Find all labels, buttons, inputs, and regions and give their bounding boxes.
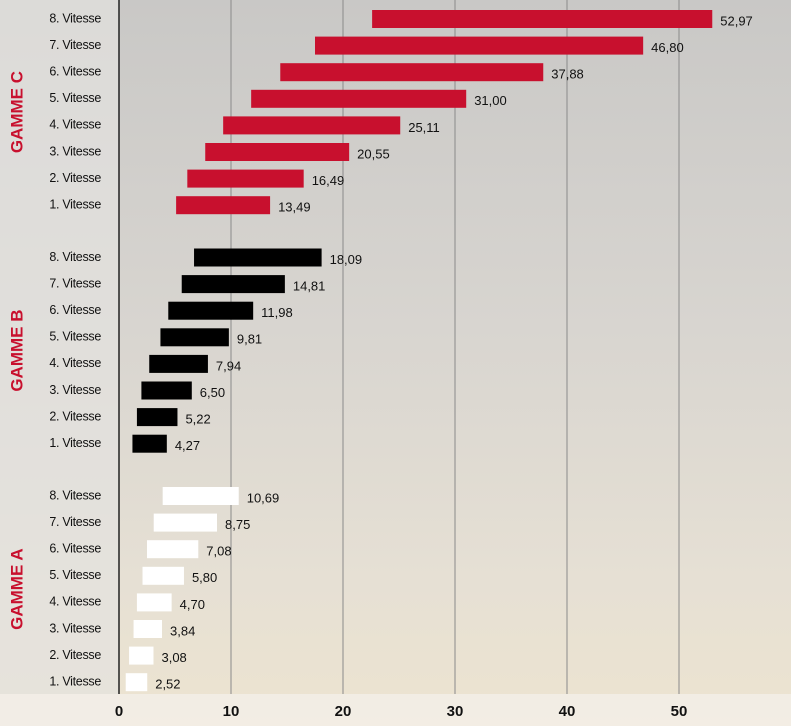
y-tick-label: 7. Vitesse [49, 38, 101, 52]
group-label: GAMME B [7, 310, 26, 392]
y-tick-label: 4. Vitesse [49, 118, 101, 132]
bar [133, 620, 163, 638]
y-tick-label: 3. Vitesse [49, 144, 101, 158]
bar [129, 646, 154, 665]
bar [372, 10, 713, 28]
value-label: 3,84 [170, 623, 195, 638]
value-label: 46,80 [651, 40, 684, 55]
bar [153, 513, 217, 532]
x-tick-label: 40 [559, 703, 576, 720]
bar [149, 354, 208, 373]
x-tick-label: 0 [115, 703, 123, 720]
value-label: 14,81 [293, 279, 326, 294]
y-tick-label: 5. Vitesse [49, 330, 101, 344]
bar [194, 248, 322, 267]
y-tick-label: 2. Vitesse [49, 171, 101, 185]
y-tick-label: 3. Vitesse [49, 621, 101, 635]
bar [142, 566, 184, 585]
bar [141, 381, 192, 400]
bar [181, 275, 285, 294]
x-tick-label: 50 [671, 703, 688, 720]
bar [315, 36, 644, 55]
y-tick-label: 6. Vitesse [49, 541, 101, 555]
bar [160, 328, 229, 347]
bar [136, 593, 172, 612]
y-tick-label: 8. Vitesse [49, 250, 101, 264]
bar [147, 540, 199, 559]
value-label: 6,50 [200, 385, 225, 400]
value-label: 4,70 [180, 597, 205, 612]
bar [162, 487, 239, 505]
y-tick-label: 6. Vitesse [49, 303, 101, 317]
group-label: GAMME C [7, 71, 26, 153]
y-tick-label: 7. Vitesse [49, 515, 101, 529]
bar [136, 408, 178, 427]
bar [223, 116, 401, 135]
x-tick-label: 30 [447, 703, 464, 720]
value-label: 5,80 [192, 570, 217, 585]
value-label: 20,55 [357, 146, 390, 161]
value-label: 31,00 [474, 93, 507, 108]
y-tick-label: 2. Vitesse [49, 648, 101, 662]
value-label: 52,97 [720, 13, 753, 28]
bar [125, 673, 148, 692]
bar [205, 143, 350, 161]
value-label: 11,98 [261, 305, 293, 320]
value-label: 9,81 [237, 332, 262, 347]
bar [132, 434, 167, 453]
label-panel [0, 0, 119, 726]
x-tick-label: 10 [223, 703, 240, 720]
value-label: 25,11 [408, 120, 440, 135]
y-tick-label: 8. Vitesse [49, 11, 101, 25]
bar [187, 169, 304, 188]
y-tick-label: 7. Vitesse [49, 276, 101, 290]
value-label: 16,49 [312, 173, 345, 188]
y-tick-label: 5. Vitesse [49, 568, 101, 582]
axis-panel [0, 694, 791, 726]
value-label: 3,08 [161, 650, 186, 665]
y-tick-label: 2. Vitesse [49, 409, 101, 423]
value-label: 18,09 [330, 252, 363, 267]
value-label: 8,75 [225, 517, 250, 532]
value-label: 13,49 [278, 200, 311, 215]
bar [251, 89, 467, 108]
bar [176, 196, 271, 215]
y-tick-label: 1. Vitesse [49, 197, 101, 211]
bar [280, 63, 544, 82]
value-label: 2,52 [155, 677, 180, 692]
y-tick-label: 8. Vitesse [49, 488, 101, 502]
y-tick-label: 5. Vitesse [49, 91, 101, 105]
y-tick-label: 6. Vitesse [49, 64, 101, 78]
value-label: 7,08 [206, 544, 231, 559]
y-tick-label: 4. Vitesse [49, 356, 101, 370]
y-tick-label: 3. Vitesse [49, 383, 101, 397]
value-label: 4,27 [175, 438, 200, 453]
x-tick-label: 20 [335, 703, 352, 720]
y-tick-label: 1. Vitesse [49, 674, 101, 688]
y-tick-label: 1. Vitesse [49, 436, 101, 450]
y-tick-label: 4. Vitesse [49, 595, 101, 609]
value-label: 5,22 [185, 412, 210, 427]
bar [168, 301, 254, 320]
value-label: 37,88 [551, 67, 584, 82]
group-label: GAMME A [7, 548, 26, 630]
value-label: 7,94 [216, 358, 241, 373]
value-label: 10,69 [247, 490, 280, 505]
